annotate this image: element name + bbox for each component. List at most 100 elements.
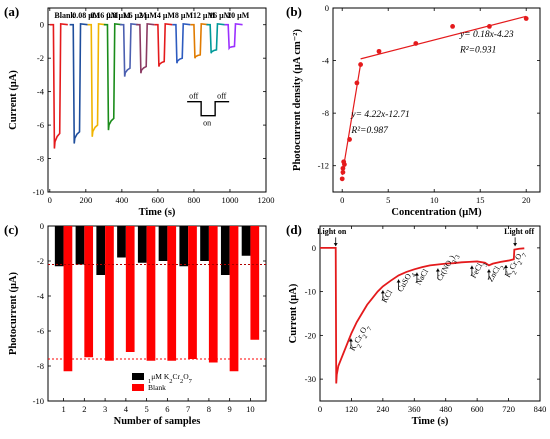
panel-a-inset-off-right: off <box>217 92 227 101</box>
panel-d-arrowhead-3 <box>380 290 385 294</box>
panel-b-point-4 <box>342 162 347 167</box>
panel-c-xtick-label: 3 <box>103 404 107 414</box>
panel-d-ylabel: Current (μA) <box>288 283 299 343</box>
panel-a-xtick-label: 400 <box>115 195 128 205</box>
panel-c-legend-label-0: 1μM K2Cr2O7 <box>148 372 193 385</box>
panel-a-ytick-label: -2 <box>37 53 44 63</box>
panel-a-ytick-label: 0 <box>40 20 44 30</box>
panel-a-series-1 <box>69 22 88 144</box>
panel-a-series-9 <box>206 22 225 54</box>
panel-b-fit-high-eq: y= 0.18x-4.23 <box>459 30 514 40</box>
panel-b-xtick-label: 15 <box>476 195 485 205</box>
panel-a-inset-schematic <box>187 100 230 117</box>
panel-a-series-label-9: 16 μM <box>209 11 232 20</box>
panel-a-series-label-10: 20 μM <box>227 11 250 20</box>
panel-c-xtick-label: 4 <box>124 404 129 414</box>
panel-b-point-5 <box>347 137 352 142</box>
panel-a-xtick-label: 800 <box>188 195 201 205</box>
panel-d-label: (d) <box>286 222 302 237</box>
panel-a-series-3 <box>103 22 122 131</box>
panel-c-xtick-label: 9 <box>228 404 232 414</box>
panel-a-plot-frame <box>47 7 267 193</box>
panel-c-bar-chart: 0 -2 -4 -6 -8 -10 1 2 3 4 5 6 7 8 9 10 (c) Number of samp… <box>4 221 267 427</box>
panel-c-bar-1-1 <box>84 226 94 358</box>
panel-b-point-1 <box>340 169 346 175</box>
panel-a-label: (a) <box>4 4 19 19</box>
panel-a-xlabel: Time (s) <box>139 207 176 218</box>
panel-c-bar-1-8 <box>229 226 239 372</box>
panel-a-series-label-0: Blank <box>54 11 75 20</box>
panel-b-xtick-label: 0 <box>340 195 344 205</box>
panel-d-xtick-label: 840 <box>534 404 547 414</box>
panel-c-bar-0-4 <box>137 226 147 263</box>
panel-a-series-label-8: 12 μM <box>193 11 216 20</box>
panel-b-xlabel: Concentration (μM) <box>391 207 482 218</box>
panel-c-bar-1-9 <box>250 226 260 340</box>
panel-a-inset-on: on <box>203 119 211 128</box>
panel-c-xlabel: Number of samples <box>114 416 201 427</box>
panel-a-ytick-label: -4 <box>37 87 45 97</box>
panel-c-ylabel: Photocurrent (μA) <box>8 271 19 355</box>
panel-c-bar-0-6 <box>179 226 189 267</box>
panel-a-series-7 <box>172 22 191 64</box>
panel-c-label: (c) <box>4 222 18 237</box>
panel-a-series-label-2: 0.16 μM <box>90 11 119 20</box>
panel-b-point-2 <box>340 165 346 171</box>
panel-d-xtick-label: 0 <box>318 404 322 414</box>
panel-a-xtick-label: 600 <box>152 195 165 205</box>
panel-d-arrowhead-2 <box>348 338 353 342</box>
panel-c-xtick-label: 7 <box>186 404 190 414</box>
panel-a-series-8 <box>190 22 209 59</box>
panel-d-annotation-2: K2Cr2O7 <box>348 322 374 354</box>
panel-d-xtick-label: 360 <box>408 404 421 414</box>
panel-d-arrowhead-0 <box>333 243 338 247</box>
panel-b-photocurrent-density: 0 5 10 15 20 0 -4 -8 -12 (b) Concentration (μM) Pho… <box>286 3 541 218</box>
panel-c-bar-0-7 <box>200 226 209 261</box>
panel-b-ylabel: Photocurrent density (μA cm⁻²) <box>292 29 303 171</box>
panel-d-arrowhead-5 <box>414 272 419 276</box>
panel-c-bar-0-8 <box>220 226 230 275</box>
panel-d-annotation-0: Light on <box>317 227 347 236</box>
panel-c-bar-0-5 <box>158 226 168 261</box>
panel-b-xtick-label: 5 <box>386 195 390 205</box>
panel-c-legend-swatch-1 <box>132 384 144 391</box>
panel-a-current-vs-time: 0 200 400 600 800 1000 1200 0 -2 -4 -6 -8 -10 (a) Time… <box>4 4 275 218</box>
panel-d-ytick-label: -30 <box>305 374 316 384</box>
panel-c-bar-1-2 <box>105 226 114 361</box>
panel-b-plot-frame <box>332 7 541 193</box>
panel-c-legend-swatch-0 <box>132 373 144 380</box>
panel-d-arrowhead-4 <box>396 279 401 283</box>
panel-b-ytick-label: -4 <box>322 56 330 66</box>
panel-c-xtick-label: 8 <box>207 404 211 414</box>
panel-a-series-label-6: 4 μM <box>157 11 176 20</box>
panel-a-series-label-7: 8 μM <box>175 11 194 20</box>
panel-c-plot-frame <box>47 225 267 402</box>
panel-a-series-5 <box>136 22 155 74</box>
panel-a-ytick-label: -6 <box>37 120 44 130</box>
panel-a-series-6 <box>154 22 173 67</box>
panel-b-point-9 <box>413 41 419 46</box>
panel-b-ytick-label: -12 <box>318 161 329 171</box>
panel-c-bar-1-5 <box>167 226 177 361</box>
panel-c-xtick-label: 2 <box>82 404 86 414</box>
panel-c-bar-1-0 <box>63 226 73 372</box>
panel-d-xlabel: Time (s) <box>412 416 449 427</box>
panel-d-ytick-label: 0 <box>312 243 316 253</box>
panel-b-xtick-label: 10 <box>430 195 439 205</box>
panel-c-ytick-label: -6 <box>37 326 44 336</box>
panel-a-xtick-label: 200 <box>79 195 92 205</box>
panel-c-bar-1-3 <box>125 226 135 352</box>
panel-a-xtick-label: 1000 <box>221 195 238 205</box>
panel-b-xtick-label: 20 <box>522 195 531 205</box>
panel-d-xtick-label: 120 <box>345 404 358 414</box>
panel-b-point-0 <box>339 176 345 182</box>
panel-a-series-label-5: 2 μM <box>139 11 158 20</box>
panel-d-arrowhead-6 <box>435 268 440 272</box>
panel-a-xtick-label: 0 <box>48 195 52 205</box>
panel-c-ytick-label: -8 <box>37 361 44 371</box>
panel-c-bar-1-4 <box>146 226 156 361</box>
panel-a-series-10 <box>224 22 243 51</box>
panel-c-xtick-label: 1 <box>61 404 65 414</box>
panel-c-bar-0-2 <box>96 226 106 275</box>
